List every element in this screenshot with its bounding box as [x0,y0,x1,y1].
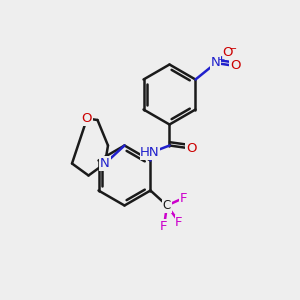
Text: −: − [229,44,237,55]
Text: C: C [163,199,171,212]
Text: O: O [223,46,233,59]
Text: N: N [100,157,110,170]
Text: HN: HN [140,146,160,160]
Text: F: F [160,220,168,233]
Text: O: O [186,142,196,155]
Text: O: O [230,59,241,73]
Text: N: N [211,56,221,70]
Text: F: F [175,215,183,229]
Text: O: O [82,112,92,125]
Text: +: + [218,55,225,64]
Text: F: F [180,191,187,205]
